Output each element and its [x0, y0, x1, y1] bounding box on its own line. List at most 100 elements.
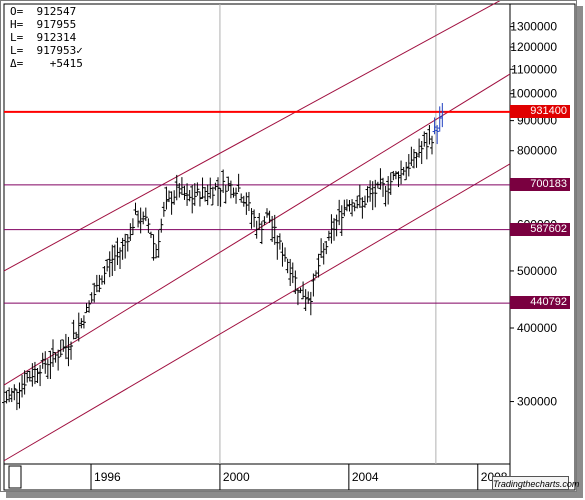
ohlc-bar	[285, 258, 290, 274]
ohlc-bar	[63, 333, 68, 360]
x-tick-label: 2004	[352, 470, 379, 484]
ohlc-bar	[84, 303, 89, 314]
ohlc-bar	[71, 319, 76, 340]
ohlc-bar	[332, 218, 337, 241]
ohlc-bar	[252, 209, 257, 228]
x-axis-strip	[3, 463, 511, 491]
ohlc-bar	[357, 184, 362, 208]
ohlc-bar	[411, 149, 416, 169]
current-price-tag: 931400	[510, 104, 570, 118]
ohlc-bar	[123, 233, 128, 259]
ohlc-bar	[205, 184, 210, 206]
ohlc-bar	[25, 370, 30, 383]
ohlc-bar	[2, 392, 6, 407]
ohlc-bar	[347, 200, 352, 212]
ohlc-bar	[130, 218, 135, 236]
ohlc-bar	[154, 244, 159, 259]
ohlc-bar	[105, 259, 110, 272]
channel-line	[3, 163, 511, 462]
ohlc-bar	[257, 213, 262, 230]
ohlc-bar	[288, 258, 293, 286]
ohlc-bar	[125, 234, 130, 252]
y-tick-label: 800000	[517, 144, 557, 158]
y-tick-label: 300000	[517, 395, 557, 409]
ohlc-bar	[200, 177, 205, 199]
ohlc-bar	[414, 152, 419, 168]
y-tick-label: 1100000	[511, 62, 557, 76]
ohlc-bar	[69, 341, 74, 360]
ohlc-bar	[272, 214, 277, 245]
ohlc-bar	[262, 216, 267, 225]
ohlc-bar	[264, 208, 269, 218]
credit-badge[interactable]: Tradingthecharts.com	[492, 476, 579, 490]
ohlc-bar	[239, 193, 244, 203]
ohlc-bar	[22, 370, 27, 395]
ohlc-bar	[231, 187, 236, 198]
ohlc-bar	[223, 184, 228, 204]
ohlc-bar	[43, 351, 48, 374]
ohlc-bar	[383, 185, 388, 207]
ohlc-bar	[45, 359, 50, 379]
ohlc-bar	[102, 266, 107, 285]
ohlc-bar	[221, 169, 226, 193]
ohlc-bar	[236, 173, 241, 192]
ohlc-bar	[87, 300, 92, 313]
ohlc-bar	[48, 350, 53, 380]
ohlc-bar	[110, 244, 115, 276]
ohlc-bar	[417, 138, 422, 158]
chart-window: 3000004000005000006000007000008000009000…	[0, 0, 579, 492]
ohlc-bar	[133, 202, 138, 215]
level-price-tag: 700183	[510, 177, 570, 191]
ohlc-bar	[424, 132, 429, 160]
ohlc-bar	[432, 117, 437, 135]
ohlc-bar	[76, 312, 81, 342]
ohlc-bar	[143, 207, 148, 222]
ohlc-bar	[368, 180, 373, 202]
ohlc-bar	[326, 230, 331, 241]
ohlc-bar	[27, 370, 32, 382]
ohlc-bar	[313, 270, 318, 278]
ohlc-bar	[350, 199, 355, 217]
ohlc-bar	[254, 220, 259, 239]
ohlc-bar	[66, 336, 71, 367]
ohlc-bar	[208, 177, 213, 199]
ohlc-bar	[89, 292, 94, 303]
ohlc-bar	[391, 170, 396, 181]
ohlc-bar	[401, 166, 406, 176]
ohlc-bar	[440, 103, 445, 128]
ohlc-bar	[61, 339, 66, 352]
ohlc-bar	[365, 186, 370, 203]
readout-low: L= 912314	[10, 31, 77, 44]
ohlc-bar	[136, 210, 141, 228]
ohlc-bar	[12, 384, 17, 401]
ohlc-bar	[435, 125, 440, 145]
ohlc-bar	[303, 289, 308, 311]
level-price-tag: 440792	[510, 296, 570, 310]
ohlc-bar	[190, 184, 195, 214]
ohlc-bar	[337, 199, 342, 226]
y-tick-label: 1200000	[510, 40, 557, 54]
ohlc-bar	[50, 339, 55, 367]
readout-high: H= 917955	[10, 18, 77, 31]
ohlc-bar	[40, 352, 45, 369]
ohlc-bar	[195, 182, 200, 196]
ohlc-bar	[115, 237, 120, 266]
ohlc-bar	[370, 181, 375, 211]
readout-last: L= 917953✓	[10, 44, 83, 57]
ohlc-bar	[7, 387, 12, 403]
ohlc-bar	[342, 199, 347, 217]
ohlc-bar	[4, 390, 9, 404]
ohlc-bar	[352, 202, 357, 212]
ohlc-bar	[228, 180, 233, 199]
ohlc-bar	[32, 361, 37, 385]
ohlc-bar	[360, 197, 365, 219]
channel-line	[3, 1, 501, 272]
ohlc-bar	[148, 231, 153, 239]
ohlc-bar	[141, 211, 146, 225]
readout-open: O= 912547	[10, 5, 77, 18]
ohlc-bar	[35, 367, 40, 384]
ohlc-bar	[298, 287, 303, 294]
ohlc-bar	[399, 160, 404, 185]
scroll-handle[interactable]	[8, 465, 22, 489]
ohlc-bar	[38, 365, 43, 387]
